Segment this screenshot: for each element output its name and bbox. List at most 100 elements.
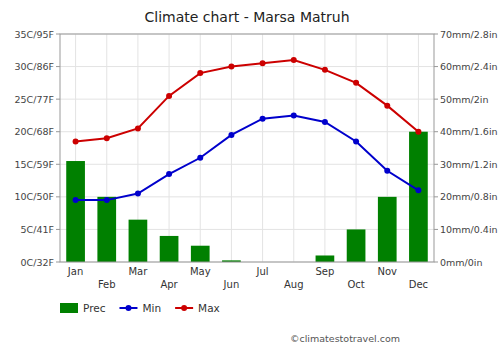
tick-label: 40mm/1.6in <box>440 126 498 137</box>
marker <box>415 187 421 193</box>
tick <box>434 34 438 35</box>
marker <box>104 135 110 141</box>
legend-label: Max <box>198 302 220 314</box>
tick-label: 35C/95F <box>15 29 54 40</box>
category-label: Nov <box>377 266 397 277</box>
marker <box>260 60 266 66</box>
grid-line <box>200 34 201 262</box>
marker <box>228 64 234 70</box>
bar <box>378 197 397 262</box>
tick <box>56 34 60 35</box>
marker <box>384 168 390 174</box>
category-label: Jan <box>67 266 83 277</box>
tick-label: 30mm/1.2in <box>440 159 498 170</box>
tick <box>434 262 438 263</box>
tick-label: 50mm/2in <box>440 94 489 105</box>
background <box>0 0 500 350</box>
y2-axis: 0mm/0in 10mm/0.4in 20mm/0.8in 30mm/1.2in 40m… <box>434 29 498 268</box>
tick <box>56 229 60 230</box>
marker <box>353 138 359 144</box>
tick <box>56 164 60 165</box>
bar <box>347 229 366 262</box>
marker <box>197 155 203 161</box>
category-label: Feb <box>98 279 116 290</box>
tick <box>56 66 60 67</box>
page: {"chart_data": { "type": "bar", "title":… <box>0 0 500 350</box>
bar <box>66 161 85 262</box>
marker <box>291 112 297 118</box>
y-axis: 0C/32F 5C/41F 10C/50F 15C/59F 20C/68F 25C/77F… <box>15 29 60 268</box>
tick-label: 70mm/2.8in <box>440 29 498 40</box>
marker <box>353 80 359 86</box>
tick <box>56 262 60 263</box>
marker <box>415 129 421 135</box>
category-label: Oct <box>347 279 364 290</box>
tick <box>434 196 438 197</box>
legend-marker <box>181 305 187 311</box>
legend-marker <box>125 305 131 311</box>
category-label: Sep <box>315 266 334 277</box>
bar <box>97 197 116 262</box>
tick-label: 20C/68F <box>15 126 54 137</box>
marker <box>73 197 79 203</box>
marker <box>135 125 141 131</box>
marker <box>197 70 203 76</box>
tick <box>56 131 60 132</box>
grid <box>60 34 434 262</box>
line <box>76 115 419 200</box>
grid-line <box>262 34 263 262</box>
grid-line <box>356 34 357 262</box>
marks <box>66 57 428 262</box>
tick-label: 5C/41F <box>21 224 54 235</box>
marker <box>260 116 266 122</box>
bar <box>191 246 210 262</box>
marker <box>322 119 328 125</box>
category-label: May <box>190 266 211 277</box>
category-label: Jun <box>223 279 240 290</box>
category-label: Mar <box>128 266 148 277</box>
grid-line <box>60 131 434 132</box>
tick-label: 25C/77F <box>15 94 54 105</box>
annotation: ©climatestotravel.com <box>290 333 400 344</box>
title: Climate chart - Marsa Matruh <box>144 9 349 25</box>
marker <box>384 103 390 109</box>
category-label: Aug <box>284 279 304 290</box>
tick-label: 10C/50F <box>15 191 54 202</box>
legend: PrecMinMax <box>60 302 220 314</box>
tick-label: 30C/86F <box>15 61 54 72</box>
marker <box>166 171 172 177</box>
marker <box>166 93 172 99</box>
tick <box>434 164 438 165</box>
marker <box>291 57 297 63</box>
bar <box>316 255 335 262</box>
chart: Climate chart - Marsa Matruh 0C/32F 5C/41F… <box>0 0 500 350</box>
category-label: Dec <box>409 279 428 290</box>
legend-label: Min <box>142 302 161 314</box>
line <box>76 60 419 141</box>
bar <box>409 132 428 262</box>
tick <box>434 66 438 67</box>
tick-label: 0mm/0in <box>440 257 482 268</box>
plot-frame <box>60 34 434 262</box>
tick-label: 0C/32F <box>21 257 54 268</box>
tick-label: 15C/59F <box>15 159 54 170</box>
tick <box>56 196 60 197</box>
tick-label: 10mm/0.4in <box>440 224 498 235</box>
grid-line <box>60 66 434 67</box>
grid-line <box>60 164 434 165</box>
marker <box>104 197 110 203</box>
bar <box>129 220 148 262</box>
tick-label: 20mm/0.8in <box>440 191 498 202</box>
x-axis: JanFebMarAprMayJunJulAugSepOctNovDec <box>67 266 428 290</box>
grid-line <box>169 34 170 262</box>
grid-line <box>293 34 294 262</box>
marker <box>73 138 79 144</box>
bar <box>160 236 179 262</box>
marker <box>322 67 328 73</box>
category-label: Apr <box>160 279 178 290</box>
tick <box>56 99 60 100</box>
tick <box>434 99 438 100</box>
tick <box>434 131 438 132</box>
marker <box>228 132 234 138</box>
marker <box>135 191 141 197</box>
